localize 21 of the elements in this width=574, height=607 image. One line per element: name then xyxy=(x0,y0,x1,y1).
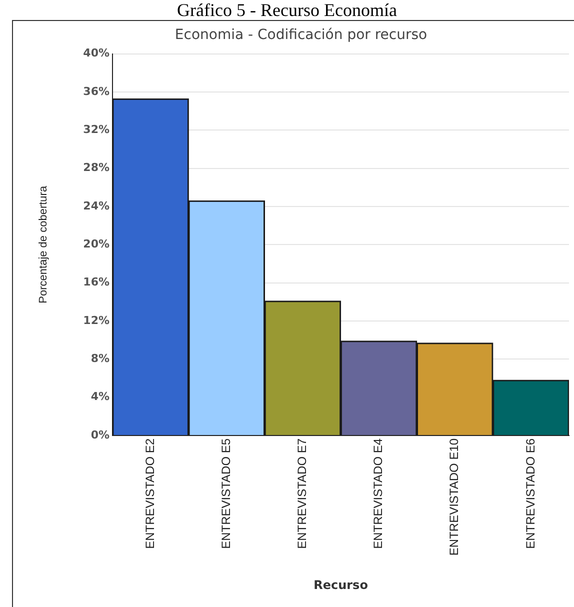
x-tick-label: ENTREVISTADO E10 xyxy=(447,438,462,556)
y-tick-label: 36% xyxy=(83,84,110,98)
y-tick-label: 40% xyxy=(83,46,110,60)
x-tick-label: ENTREVISTADO E7 xyxy=(295,438,310,549)
y-tick-label: 28% xyxy=(83,161,110,174)
chart-title: Economia - Codificación por recurso xyxy=(174,27,428,44)
y-tick-label: 8% xyxy=(90,352,110,365)
y-tick-label: 16% xyxy=(83,276,110,289)
y-tick-label: 32% xyxy=(83,122,110,136)
x-tick-label: ENTREVISTADO E6 xyxy=(523,438,538,549)
y-tick-label: 0% xyxy=(90,428,110,442)
y-tick-label: 20% xyxy=(83,237,110,250)
x-axis-title: Recurso xyxy=(314,578,368,592)
x-tick-label: ENTREVISTADO E5 xyxy=(218,438,233,549)
y-tick-label: 4% xyxy=(90,390,110,404)
x-tick-label: ENTREVISTADO E4 xyxy=(371,438,386,549)
x-tick-label: ENTREVISTADO E2 xyxy=(142,438,157,549)
y-tick-label: 24% xyxy=(83,199,110,212)
y-axis-title: Porcentaje de cobertura xyxy=(38,185,50,304)
y-tick-label: 12% xyxy=(83,314,110,327)
text: Gráfico 5 - Recurso Economía xyxy=(176,0,398,20)
